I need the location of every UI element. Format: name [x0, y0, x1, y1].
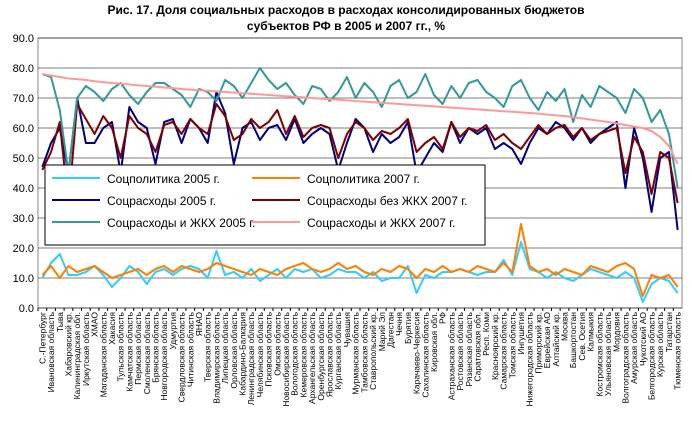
x-tick-label: Кабардино-Балкария — [238, 312, 248, 396]
x-tick-label: Владимирская область — [211, 311, 221, 403]
x-tick-label: Архангельская область — [307, 311, 317, 404]
x-tick-label: Бурятия — [403, 312, 413, 344]
x-tick-label: Мордовия — [612, 312, 622, 352]
x-tick-label: Алтайский кр. — [551, 312, 561, 367]
x-tick-label: Саратовская обл. — [472, 312, 482, 382]
x-tick-label: Вологодская область — [290, 311, 300, 395]
x-tick-label: Брянская область — [150, 311, 160, 382]
x-tick-label: ЯНАО — [194, 312, 204, 337]
x-tick-label: Амурская область — [629, 311, 639, 383]
x-tick-label: Ленинградская область — [246, 311, 256, 405]
x-tick-label: Пермская область — [133, 311, 143, 384]
x-tick-label: Хакасия — [107, 312, 117, 345]
x-tick-label: Еврейская АО — [542, 312, 552, 369]
x-tick-label: Тверская область — [203, 311, 213, 382]
x-tick-label: Ивановская область — [46, 311, 56, 392]
x-tick-label: Курская область — [655, 311, 665, 377]
x-tick-label: Ростовская область — [455, 311, 465, 390]
x-tick-label: Чечня — [394, 312, 404, 336]
x-tick-label: Удмуртия — [168, 312, 178, 350]
x-tick-label: Курганская область — [333, 311, 343, 389]
x-tick-label: Приморский кр. — [533, 312, 543, 374]
x-tick-label: Магаданская область — [98, 311, 108, 397]
chart-title: субъектов РФ в 2005 и 2007 гг., % — [247, 19, 445, 33]
y-tick-label: 20.0 — [13, 243, 34, 255]
legend-label: Соцполитика 2005 г. — [107, 172, 220, 186]
x-tick-label: Марий Эл — [377, 312, 387, 351]
x-tick-label: Кемеровская область — [298, 311, 308, 397]
legend-label: Соцрасходы без ЖКХ 2007 г. — [307, 194, 467, 208]
x-tick-label: Хабаровский кр. — [63, 312, 73, 376]
y-tick-label: 80.0 — [13, 63, 34, 75]
x-tick-label: Башкортостан — [568, 312, 578, 369]
x-tick-label: Чувашия — [342, 312, 352, 348]
x-tick-label: Самарская область — [499, 311, 509, 389]
series-line — [41, 223, 679, 297]
x-tick-label: Астраханская область — [446, 311, 456, 400]
series-line — [42, 73, 679, 165]
y-tick-label: 60.0 — [13, 123, 34, 135]
x-tick-label: Белгородская область — [647, 311, 657, 400]
x-tick-label: Липецкая область — [220, 311, 230, 383]
x-tick-label: Томская область — [507, 311, 517, 378]
x-tick-label: Тульская область — [116, 311, 126, 381]
x-tick-label: Сев. Осетия — [577, 312, 587, 361]
legend-label: Соцрасходы и ЖКХ 2007 г. — [307, 216, 456, 230]
x-tick-label: Калмыкия — [586, 312, 596, 352]
y-tick-label: 30.0 — [13, 213, 34, 225]
x-tick-label: Псковская область — [264, 311, 274, 386]
x-tick-label: Новосибирская область — [281, 311, 291, 406]
x-tick-label: Свердловская область — [177, 311, 187, 402]
y-tick-label: 50.0 — [13, 153, 34, 165]
x-tick-label: Тамбовская область — [359, 311, 369, 392]
x-tick-label: Дагестан — [385, 312, 395, 348]
chart-title: Рис. 17. Доля социальных расходов в расх… — [108, 3, 585, 17]
x-tick-label: Сахалинская область — [420, 311, 430, 397]
series-line — [41, 103, 679, 207]
legend-label: Соцрасходы и ЖКХ 2005 г. — [107, 216, 256, 230]
x-tick-label: Ингушетия — [516, 312, 526, 355]
x-tick-label: ХМАО — [90, 312, 100, 337]
series-line — [41, 91, 679, 231]
y-tick-label: 70.0 — [13, 93, 34, 105]
x-tick-label: Смоленская область — [142, 311, 152, 394]
legend-label: Соцполитика 2007 г. — [307, 172, 420, 186]
x-tick-label: Татарстан — [664, 312, 674, 352]
x-tick-label: Москва — [560, 312, 570, 341]
legend-label: Соцрасходы 2005 г. — [107, 194, 216, 208]
x-tick-label: Новгородская область — [159, 311, 169, 400]
x-tick-label: Тыва — [55, 312, 65, 332]
y-tick-label: 40.0 — [13, 183, 34, 195]
x-tick-label: Чукотский АО — [638, 312, 648, 366]
x-tick-label: Калининградская обл. — [72, 312, 82, 399]
x-tick-label: Волгоградская область — [620, 311, 630, 403]
y-tick-label: 90.0 — [13, 33, 34, 45]
y-tick-label: 0.0 — [19, 303, 34, 315]
x-tick-label: Камчатская область — [124, 311, 134, 391]
x-tick-label: Кировская обл. — [429, 312, 439, 372]
x-tick-label: Орловская область — [229, 311, 239, 388]
x-tick-label: Респ. Коми — [481, 312, 491, 356]
x-tick-label: Ставропольский кр. — [368, 312, 378, 390]
x-tick-label: Нижегородская область — [525, 311, 535, 406]
x-tick-label: Рязанская область — [464, 311, 474, 386]
x-tick-label: Ярославская область — [325, 311, 335, 397]
x-tick-label: Читинская область — [185, 311, 195, 387]
x-tick-label: Мурманская область — [351, 311, 361, 394]
x-tick-label: Оренбургская область — [316, 311, 326, 400]
x-tick-label: РФ — [438, 312, 448, 324]
y-tick-label: 10.0 — [13, 273, 34, 285]
x-tick-label: Челябинская область — [255, 311, 265, 397]
x-tick-label: Тюменская область — [673, 311, 683, 389]
x-tick-label: Ульяновская область — [603, 311, 613, 396]
x-tick-label: Омская область — [272, 311, 282, 375]
x-tick-label: Иркутская область — [81, 311, 91, 386]
x-tick-label: Карачаево-Черкесия — [412, 312, 422, 394]
x-tick-label: Костромская область — [594, 311, 604, 396]
x-tick-label: С.-Петербург — [37, 312, 47, 364]
series-line — [41, 241, 679, 303]
x-tick-label: Красноярский кр. — [490, 312, 500, 380]
